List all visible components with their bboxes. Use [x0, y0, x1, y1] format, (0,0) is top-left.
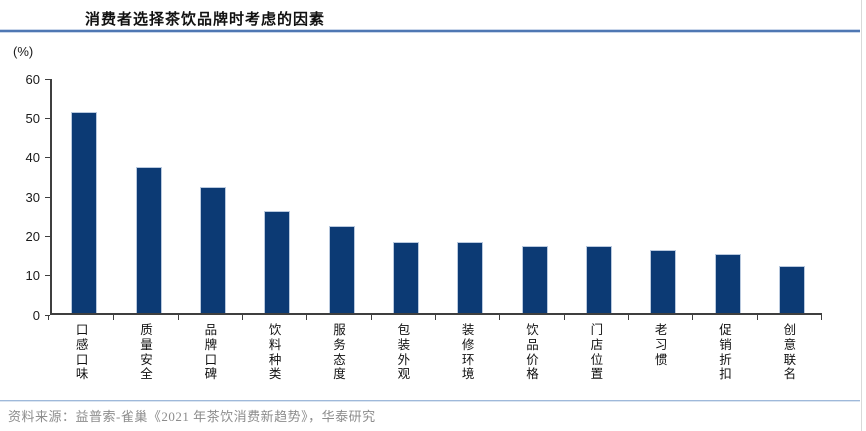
bar [714, 254, 741, 313]
bar [135, 167, 162, 313]
x-tick-mark [756, 315, 758, 320]
y-tick-mark [45, 275, 50, 277]
y-tick-mark [45, 117, 50, 119]
y-tick-label: 40 [25, 150, 40, 166]
bar [71, 112, 98, 313]
x-category-label: 门店位置 [590, 323, 604, 382]
x-tick-mark [821, 315, 822, 320]
x-category-label: 创意联名 [783, 323, 797, 382]
bar [392, 242, 419, 313]
x-tick-mark [177, 315, 179, 320]
x-category-label: 饮料种类 [268, 323, 282, 382]
x-category-label: 装修环境 [461, 323, 475, 382]
bar [457, 242, 484, 313]
x-tick-mark [692, 315, 694, 320]
x-category-label: 包装外观 [397, 323, 411, 382]
bar [328, 226, 355, 313]
y-tick-mark [45, 235, 50, 237]
right-border [861, 0, 862, 431]
bar [264, 210, 291, 313]
footer-divider [0, 400, 860, 401]
bar [650, 250, 677, 313]
x-category-label: 饮品价格 [526, 323, 539, 382]
chart-title: 消费者选择茶饮品牌时考虑的因素 [85, 12, 326, 28]
x-tick-mark [435, 315, 436, 320]
y-tick-mark [45, 157, 50, 159]
x-tick-mark [242, 315, 243, 320]
plot-area [50, 79, 822, 315]
source-note: 资料来源：益普索-雀巢《2021 年茶饮消费新趋势》，华泰研究 [8, 409, 376, 424]
y-tick-mark [45, 78, 50, 80]
x-category-label: 口感口味 [75, 323, 89, 382]
x-category-label: 质量安全 [140, 323, 153, 382]
bar [521, 246, 548, 313]
bar [199, 187, 226, 313]
y-tick-label: 0 [32, 307, 40, 323]
x-category-label: 品牌口碑 [204, 323, 218, 382]
x-category-label: 老习惯 [654, 323, 668, 367]
x-tick-mark [499, 315, 501, 320]
x-tick-mark [370, 315, 372, 320]
y-tick-label: 60 [25, 71, 40, 87]
y-tick-label: 10 [25, 268, 40, 284]
y-axis-unit-label: (%) [13, 44, 34, 59]
y-tick-mark [45, 314, 50, 316]
title-divider [0, 30, 860, 32]
x-tick-mark [48, 315, 49, 320]
x-tick-mark [306, 315, 308, 320]
x-tick-mark [113, 315, 115, 320]
bar [585, 246, 612, 313]
y-tick-label: 20 [25, 228, 40, 244]
x-category-label: 促销折扣 [719, 323, 732, 382]
y-tick-mark [45, 196, 50, 198]
y-tick-label: 50 [25, 110, 40, 126]
x-tick-mark [628, 315, 629, 320]
bar [778, 265, 805, 313]
y-tick-label: 30 [25, 189, 40, 205]
x-category-label: 服务态度 [333, 323, 346, 382]
x-tick-mark [563, 315, 565, 320]
